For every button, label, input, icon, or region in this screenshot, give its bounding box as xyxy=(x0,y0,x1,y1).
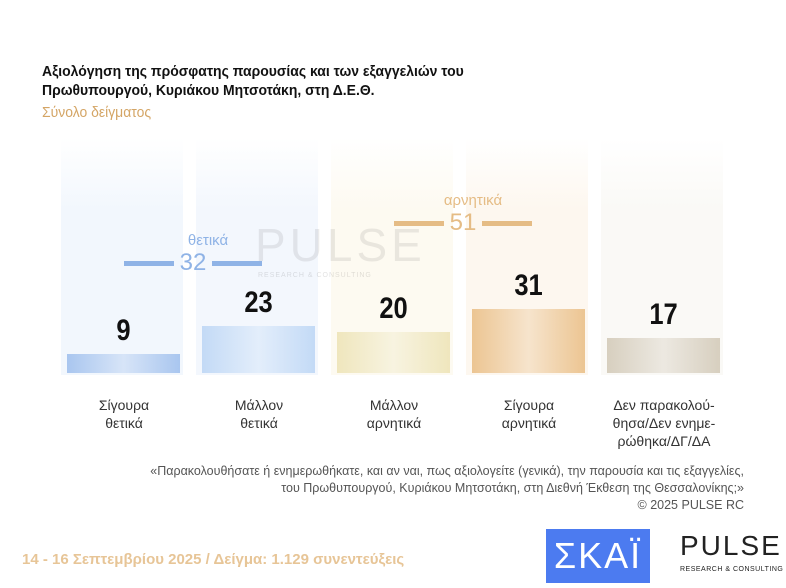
chart-title: Αξιολόγηση της πρόσφατης παρουσίας και τ… xyxy=(42,63,464,99)
category-label: Μάλλον θετικά xyxy=(234,397,284,431)
bar-4 xyxy=(607,337,720,373)
group-positive-label: θετικά xyxy=(187,232,229,249)
category-label: Μάλλον αρνητικά xyxy=(366,397,422,431)
bar-1 xyxy=(202,325,315,373)
bar-3 xyxy=(472,309,585,373)
copyright: © 2025 PULSE RC xyxy=(637,498,744,512)
data-label: 20 xyxy=(379,291,408,325)
data-label: 31 xyxy=(514,269,543,303)
pulse-logo: PULSE xyxy=(680,530,782,561)
group-positive: θετικά 32 xyxy=(118,232,268,277)
group-negative-label: αρνητικά xyxy=(443,192,503,209)
category-label: Σίγουρα θετικά xyxy=(98,397,150,431)
watermark: PULSE xyxy=(255,219,426,271)
data-label: 9 xyxy=(116,314,131,348)
bar-0 xyxy=(67,354,180,373)
question-note: «Παρακολουθήσατε ή ενημερωθήκατε, και αν… xyxy=(150,463,744,514)
chart-subtitle: Σύνολο δείγματος xyxy=(42,104,152,121)
bar-2 xyxy=(337,331,450,373)
skai-logo: ΣΚΑΪ xyxy=(546,529,650,583)
watermark-sub: RESEARCH & CONSULTING xyxy=(258,272,372,279)
note-line-2: του Πρωθυπουργού, Κυριάκου Μητσοτάκη, στ… xyxy=(281,481,744,495)
column-background xyxy=(61,138,183,375)
data-label: 23 xyxy=(244,285,273,319)
group-negative: αρνητικά 51 xyxy=(388,192,538,237)
category-label: Σίγουρα αρνητικά xyxy=(501,397,557,431)
group-positive-value: 32 xyxy=(179,249,207,276)
footer-sample-info: 14 - 16 Σεπτεμβρίου 2025 / Δείγμα: 1.129… xyxy=(22,551,405,568)
category-label: Δεν παρακολού-θησα/Δεν ενημε-ρώθηκα/ΔΓ/Δ… xyxy=(612,397,716,449)
column-background xyxy=(601,138,723,375)
pulse-logo-sub: RESEARCH & CONSULTING xyxy=(680,566,784,573)
group-negative-value: 51 xyxy=(449,209,477,236)
note-line-1: «Παρακολουθήσατε ή ενημερωθήκατε, και αν… xyxy=(150,464,744,478)
data-label: 17 xyxy=(649,297,678,331)
